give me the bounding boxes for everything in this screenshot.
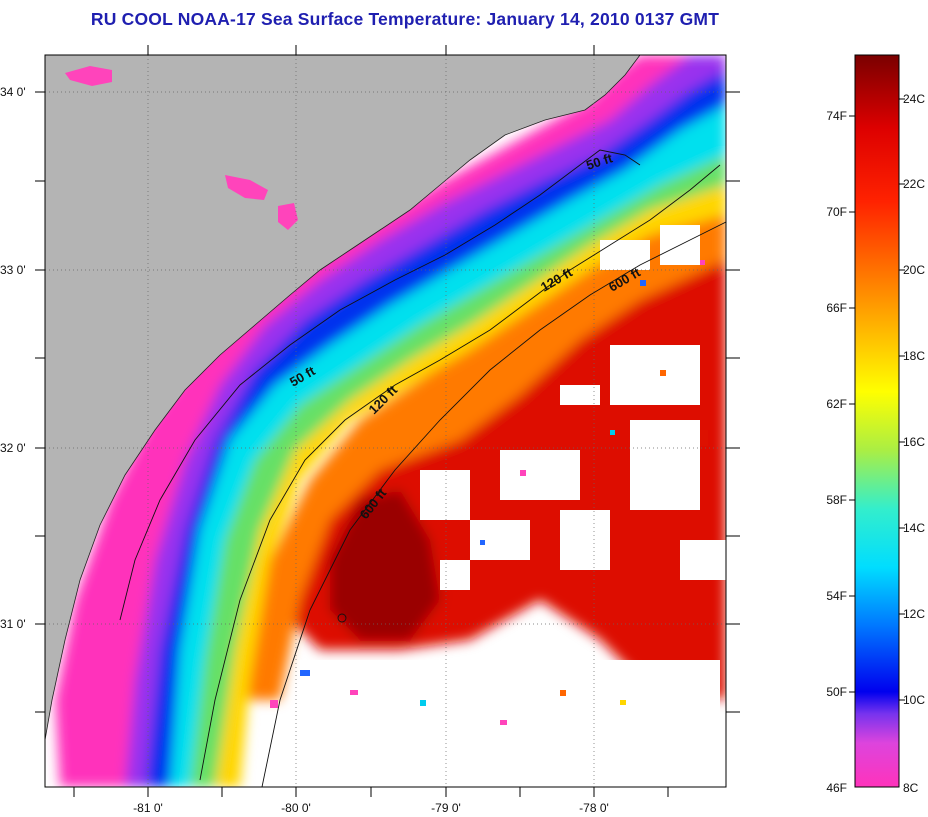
contour-ring [337,613,347,623]
colorbar-gradient [854,54,900,788]
cloud-patch-small [278,203,298,230]
lon-label-79: -79 0' [431,801,461,815]
colorbar-ticks [849,98,905,701]
bathymetry-contours [119,149,726,787]
cloud-speckles [300,225,726,787]
blue-band [130,60,726,787]
contour-600ft [261,221,726,787]
cloud-patch-north [65,66,112,86]
colorbar-f-50: 50F [826,685,847,699]
contour-50ft [119,149,641,621]
map-title: RU COOL NOAA-17 Sea Surface Temperature:… [90,9,720,29]
colorbar-f-62: 62F [826,397,847,411]
colorbar-c-14: 14C [903,521,925,535]
colorbar-c-20: 20C [903,263,925,277]
colorbar-c-16: 16C [903,435,925,449]
cloud-edge-noise [270,260,708,725]
darkred-eddy [330,490,440,640]
colorbar-c-22: 22C [903,177,925,191]
magenta-nearshore-band [55,55,690,787]
graticule [45,55,726,787]
map-frame [44,54,727,788]
purple-band [100,55,726,787]
cyan-band [160,100,726,787]
lat-label-34: 34 0' [0,85,26,99]
cloud-patch-mid [225,175,268,200]
colorbar-c-18: 18C [903,349,925,363]
axis-ticks [35,45,740,797]
land-coastline [45,55,641,741]
colorbar-f-66: 66F [826,301,847,315]
lat-label-32: 32 0' [0,441,26,455]
colorbar-c-8: 8C [903,781,919,795]
colorbar-f-54: 54F [826,589,847,603]
sst-map-area: 50 ft 120 ft 600 ft 50 ft 120 ft 600 ft [45,55,726,787]
colorbar-c-10: 10C [903,693,925,707]
lat-label-33: 33 0' [0,263,26,277]
lon-label-80: -80 0' [281,801,311,815]
contour-120ft [199,164,721,781]
colorbar-f-58: 58F [826,493,847,507]
colorbar-f-46: 46F [826,781,847,795]
lon-label-81: -81 0' [133,801,163,815]
lon-label-78: -78 0' [579,801,609,815]
colorbar: 74F 70F 66F 62F 58F 54F 50F 46F 24C 22C … [826,54,925,795]
colorbar-c-24: 24C [903,92,925,106]
lat-label-31: 31 0' [0,617,26,631]
colorbar-c-12: 12C [903,607,925,621]
colorbar-f-74: 74F [826,109,847,123]
colorbar-f-70: 70F [826,205,847,219]
